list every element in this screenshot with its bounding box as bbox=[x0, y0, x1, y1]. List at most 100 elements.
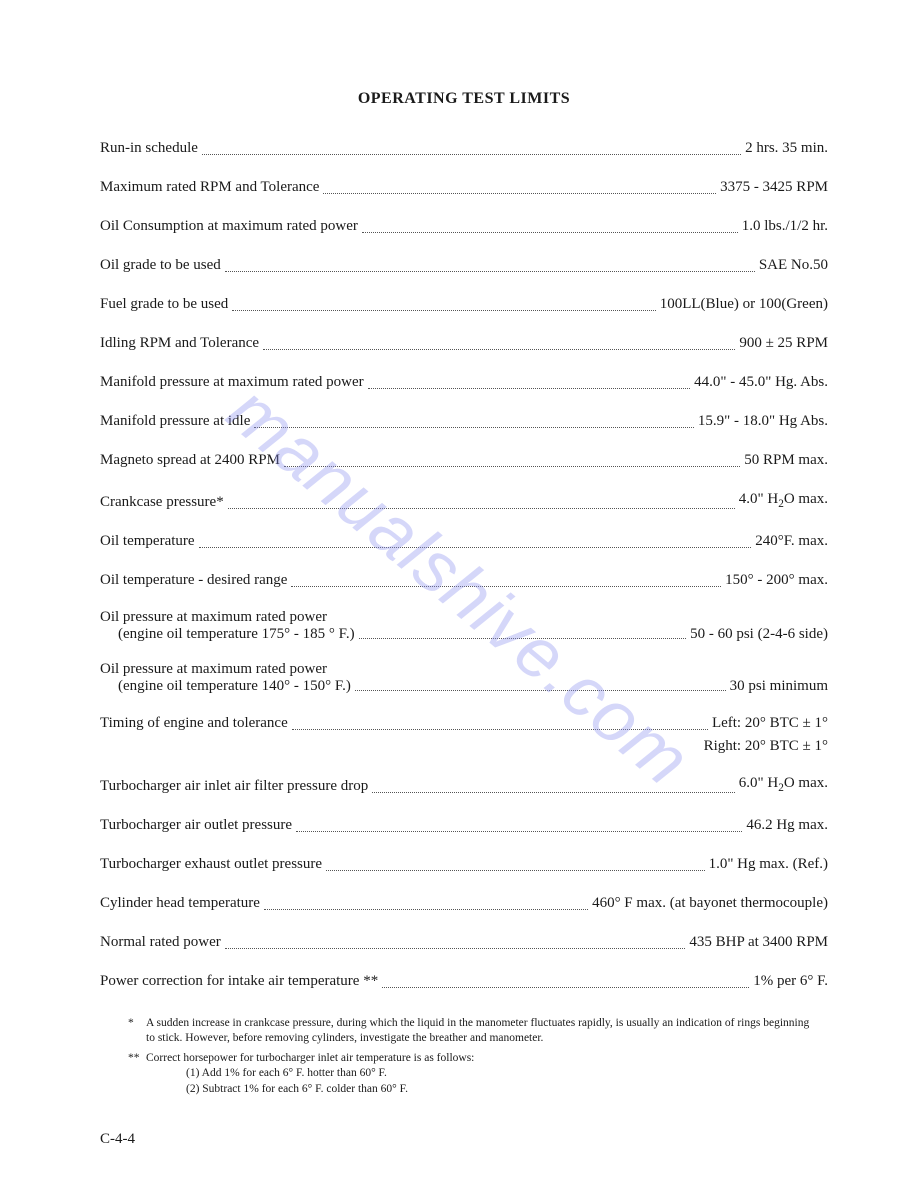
spec-value: 100LL(Blue) or 100(Green) bbox=[660, 294, 828, 315]
spec-label: Power correction for intake air temperat… bbox=[100, 971, 378, 992]
spec-entry: Magneto spread at 2400 RPM 50 RPM max. bbox=[100, 450, 828, 471]
spec-entry: Oil Consumption at maximum rated power 1.… bbox=[100, 216, 828, 237]
spec-value: 6.0" H2O max. bbox=[739, 773, 828, 797]
leader-dots bbox=[382, 975, 749, 988]
spec-entry: Manifold pressure at idle 15.9" - 18.0" H… bbox=[100, 411, 828, 432]
spec-list-bottom: Turbocharger air inlet air filter pressu… bbox=[100, 773, 828, 992]
oil-pressure-block-2: Oil pressure at maximum rated power (eng… bbox=[100, 661, 828, 695]
spec-label: Oil temperature - desired range bbox=[100, 570, 287, 591]
spec-value: 1.0 lbs./1/2 hr. bbox=[742, 216, 828, 237]
oil-pressure-block-1: Oil pressure at maximum rated power (eng… bbox=[100, 609, 828, 643]
spec-entry: Turbocharger air outlet pressure 46.2 Hg … bbox=[100, 815, 828, 836]
spec-label: Idling RPM and Tolerance bbox=[100, 333, 259, 354]
leader-dots bbox=[199, 535, 752, 548]
document-page: manualshive.com OPERATING TEST LIMITS Ru… bbox=[0, 0, 918, 1188]
leader-dots bbox=[359, 626, 687, 639]
leader-dots bbox=[232, 298, 655, 311]
leader-dots bbox=[228, 496, 735, 509]
spec-entry: Run-in schedule 2 hrs. 35 min. bbox=[100, 138, 828, 159]
leader-dots bbox=[264, 897, 588, 910]
spec-entry: Maximum rated RPM and Tolerance 3375 - 34… bbox=[100, 177, 828, 198]
spec-entry: Turbocharger exhaust outlet pressure 1.0"… bbox=[100, 854, 828, 875]
spec-entry: Idling RPM and Tolerance 900 ± 25 RPM bbox=[100, 333, 828, 354]
spec-entry: Turbocharger air inlet air filter pressu… bbox=[100, 773, 828, 797]
spec-label: Manifold pressure at maximum rated power bbox=[100, 372, 364, 393]
footnotes: * A sudden increase in crankcase pressur… bbox=[128, 1016, 818, 1098]
spec-label: Oil Consumption at maximum rated power bbox=[100, 216, 358, 237]
spec-label: Oil temperature bbox=[100, 531, 195, 552]
spec-entry: Fuel grade to be used 100LL(Blue) or 100(… bbox=[100, 294, 828, 315]
spec-entry: Oil temperature - desired range 150° - 20… bbox=[100, 570, 828, 591]
leader-dots bbox=[291, 574, 721, 587]
spec-value: 44.0" - 45.0" Hg. Abs. bbox=[694, 372, 828, 393]
spec-value: SAE No.50 bbox=[759, 255, 828, 276]
leader-dots bbox=[368, 376, 690, 389]
spec-label: Turbocharger air inlet air filter pressu… bbox=[100, 776, 368, 797]
spec-label: Crankcase pressure* bbox=[100, 492, 224, 513]
timing-entry: Timing of engine and tolerance Left: 20°… bbox=[100, 713, 828, 734]
spec-label: Manifold pressure at idle bbox=[100, 411, 250, 432]
spec-value: 150° - 200° max. bbox=[725, 570, 828, 591]
spec-value: 15.9" - 18.0" Hg Abs. bbox=[698, 411, 828, 432]
footnote-dstar-intro: Correct horsepower for turbocharger inle… bbox=[146, 1051, 818, 1067]
spec-value: 240°F. max. bbox=[755, 531, 828, 552]
spec-value: 46.2 Hg max. bbox=[746, 815, 828, 836]
leader-dots bbox=[323, 181, 716, 194]
leader-dots bbox=[326, 858, 705, 871]
spec-entry: Cylinder head temperature 460° F max. (at… bbox=[100, 893, 828, 914]
spec-label: Run-in schedule bbox=[100, 138, 198, 159]
oil-pressure-1-value: 50 - 60 psi (2-4-6 side) bbox=[690, 626, 828, 643]
page-number: C-4-4 bbox=[100, 1131, 828, 1148]
footnote-dstar-2: (2) Subtract 1% for each 6° F. colder th… bbox=[186, 1082, 818, 1098]
page-title: OPERATING TEST LIMITS bbox=[100, 90, 828, 108]
spec-label: Cylinder head temperature bbox=[100, 893, 260, 914]
spec-value: 50 RPM max. bbox=[744, 450, 828, 471]
spec-label: Turbocharger exhaust outlet pressure bbox=[100, 854, 322, 875]
spec-value: 460° F max. (at bayonet thermocouple) bbox=[592, 893, 828, 914]
spec-label: Fuel grade to be used bbox=[100, 294, 228, 315]
timing-value-1: Left: 20° BTC ± 1° bbox=[712, 713, 828, 734]
spec-entry: Power correction for intake air temperat… bbox=[100, 971, 828, 992]
spec-label: Turbocharger air outlet pressure bbox=[100, 815, 292, 836]
footnote-mark-doublestar: ** bbox=[128, 1051, 146, 1098]
leader-dots bbox=[202, 142, 741, 155]
spec-value: 900 ± 25 RPM bbox=[739, 333, 828, 354]
oil-pressure-2-line1: Oil pressure at maximum rated power bbox=[100, 661, 828, 678]
leader-dots bbox=[254, 415, 693, 428]
spec-label: Normal rated power bbox=[100, 932, 221, 953]
spec-value: 1% per 6° F. bbox=[753, 971, 828, 992]
leader-dots bbox=[263, 337, 735, 350]
footnote-dstar-1: (1) Add 1% for each 6° F. hotter than 60… bbox=[186, 1066, 818, 1082]
spec-entry: Oil temperature 240°F. max. bbox=[100, 531, 828, 552]
spec-value: 3375 - 3425 RPM bbox=[720, 177, 828, 198]
footnote-star-body: A sudden increase in crankcase pressure,… bbox=[146, 1016, 818, 1047]
footnote-mark-star: * bbox=[128, 1016, 146, 1047]
spec-label: Magneto spread at 2400 RPM bbox=[100, 450, 280, 471]
spec-label: Oil grade to be used bbox=[100, 255, 221, 276]
oil-pressure-1-line2-label: (engine oil temperature 175° - 185 ° F.) bbox=[118, 626, 355, 643]
oil-pressure-2-line2-label: (engine oil temperature 140° - 150° F.) bbox=[118, 678, 351, 695]
spec-value: 2 hrs. 35 min. bbox=[745, 138, 828, 159]
timing-label: Timing of engine and tolerance bbox=[100, 713, 288, 734]
spec-list-top: Run-in schedule 2 hrs. 35 min. Maximum rat… bbox=[100, 138, 828, 591]
spec-value: 4.0" H2O max. bbox=[739, 489, 828, 513]
footnote-star: * A sudden increase in crankcase pressur… bbox=[128, 1016, 818, 1047]
leader-dots bbox=[372, 780, 734, 793]
oil-pressure-2-value: 30 psi minimum bbox=[730, 678, 828, 695]
spec-entry: Normal rated power 435 BHP at 3400 RPM bbox=[100, 932, 828, 953]
leader-dots bbox=[284, 454, 740, 467]
leader-dots bbox=[296, 819, 742, 832]
oil-pressure-1-line1: Oil pressure at maximum rated power bbox=[100, 609, 828, 626]
footnote-doublestar-body: Correct horsepower for turbocharger inle… bbox=[146, 1051, 818, 1098]
footnote-doublestar: ** Correct horsepower for turbocharger i… bbox=[128, 1051, 818, 1098]
spec-value: 1.0" Hg max. (Ref.) bbox=[709, 854, 828, 875]
leader-dots bbox=[362, 220, 738, 233]
spec-label: Maximum rated RPM and Tolerance bbox=[100, 177, 319, 198]
timing-value-2: Right: 20° BTC ± 1° bbox=[100, 738, 828, 755]
spec-entry: Oil grade to be used SAE No.50 bbox=[100, 255, 828, 276]
spec-value: 435 BHP at 3400 RPM bbox=[689, 932, 828, 953]
spec-entry: Crankcase pressure* 4.0" H2O max. bbox=[100, 489, 828, 513]
leader-dots bbox=[292, 717, 708, 730]
leader-dots bbox=[225, 936, 686, 949]
leader-dots bbox=[355, 678, 726, 691]
